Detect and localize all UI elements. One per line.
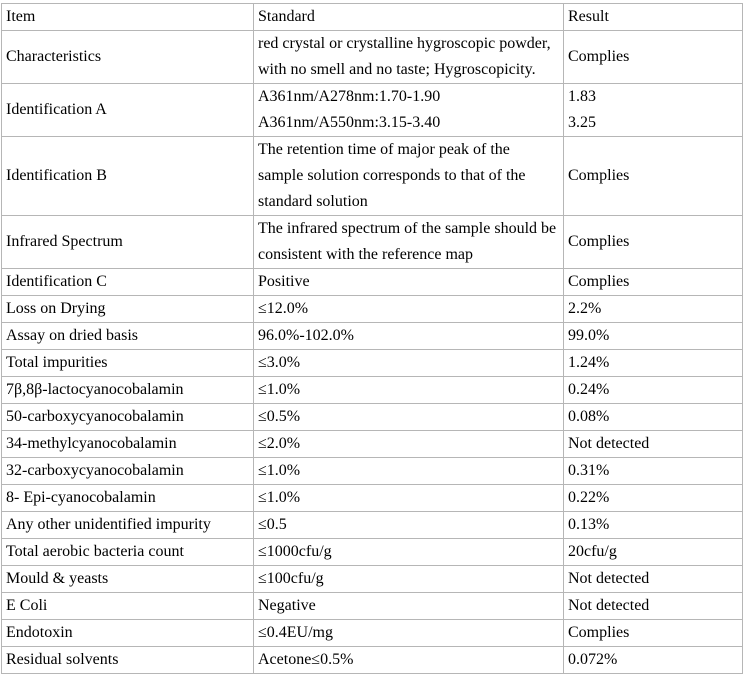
result-cell: Not detected xyxy=(563,430,743,458)
table-row: Mould & yeasts ≤100cfu/g Not detected xyxy=(1,565,743,593)
standard-cell: Positive xyxy=(253,268,564,296)
standard-cell: ≤1000cfu/g xyxy=(253,538,564,566)
table-row: Characteristics red crystal or crystallin… xyxy=(1,30,743,84)
table-row: Total impurities ≤3.0% 1.24% xyxy=(1,349,743,377)
table-header: Item Standard Result xyxy=(1,3,743,31)
table-row: Residual solvents Acetone≤0.5% 0.072% xyxy=(1,646,743,674)
result-cell: Complies xyxy=(563,268,743,296)
item-cell: Infrared Spectrum xyxy=(1,215,254,269)
standard-cell: ≤3.0% xyxy=(253,349,564,377)
result-cell: 0.08% xyxy=(563,403,743,431)
table-row: Identification C Positive Complies xyxy=(1,268,743,296)
item-cell: Loss on Drying xyxy=(1,295,254,323)
item-cell: Total impurities xyxy=(1,349,254,377)
header-row: Item Standard Result xyxy=(1,3,743,31)
standard-cell: ≤0.5 xyxy=(253,511,564,539)
table-row: 50-carboxycyanocobalamin ≤0.5% 0.08% xyxy=(1,403,743,431)
column-header-result: Result xyxy=(563,3,743,31)
standard-cell: ≤2.0% xyxy=(253,430,564,458)
result-cell: 0.13% xyxy=(563,511,743,539)
standard-cell: ≤1.0% xyxy=(253,376,564,404)
standard-cell: ≤1.0% xyxy=(253,457,564,485)
table-row: 34-methylcyanocobalamin ≤2.0% Not detected xyxy=(1,430,743,458)
standard-cell: red crystal or crystalline hygroscopic p… xyxy=(253,30,564,84)
table-row: 8- Epi-cyanocobalamin ≤1.0% 0.22% xyxy=(1,484,743,512)
result-cell: Not detected xyxy=(563,565,743,593)
table-row: Identification A A361nm/A278nm:1.70-1.90 A… xyxy=(1,83,743,137)
table-row: Infrared Spectrum The infrared spectrum o… xyxy=(1,215,743,269)
result-cell: 0.24% xyxy=(563,376,743,404)
standard-cell: ≤0.5% xyxy=(253,403,564,431)
standard-cell: Negative xyxy=(253,592,564,620)
result-cell: Not detected xyxy=(563,592,743,620)
table-row: E Coli Negative Not detected xyxy=(1,592,743,620)
table-row: 32-carboxycyanocobalamin ≤1.0% 0.31% xyxy=(1,457,743,485)
result-cell: Complies xyxy=(563,30,743,84)
table-row: Assay on dried basis 96.0%-102.0% 99.0% xyxy=(1,322,743,350)
standard-cell: Acetone≤0.5% xyxy=(253,646,564,674)
result-cell: 20cfu/g xyxy=(563,538,743,566)
item-cell: Characteristics xyxy=(1,30,254,84)
result-cell: 1.83 3.25 xyxy=(563,83,743,137)
column-header-item: Item xyxy=(1,3,254,31)
result-cell: 0.072% xyxy=(563,646,743,674)
item-cell: Identification C xyxy=(1,268,254,296)
cell-line: 3.25 xyxy=(568,114,596,131)
standard-cell: ≤0.4EU/mg xyxy=(253,619,564,647)
table-row: Loss on Drying ≤12.0% 2.2% xyxy=(1,295,743,323)
result-cell: Complies xyxy=(563,136,743,216)
table-row: 7β,8β-lactocyanocobalamin ≤1.0% 0.24% xyxy=(1,376,743,404)
item-cell: Any other unidentified impurity xyxy=(1,511,254,539)
table-row: Identification B The retention time of ma… xyxy=(1,136,743,216)
result-cell: 0.31% xyxy=(563,457,743,485)
result-cell: 0.22% xyxy=(563,484,743,512)
item-cell: Identification A xyxy=(1,83,254,137)
specification-table: Item Standard Result Characteristics red … xyxy=(1,3,743,674)
standard-cell: ≤100cfu/g xyxy=(253,565,564,593)
table-row: Endotoxin ≤0.4EU/mg Complies xyxy=(1,619,743,647)
table-body: Characteristics red crystal or crystallin… xyxy=(1,30,743,674)
item-cell: Mould & yeasts xyxy=(1,565,254,593)
result-cell: Complies xyxy=(563,619,743,647)
table-row: Any other unidentified impurity ≤0.5 0.13% xyxy=(1,511,743,539)
item-cell: Endotoxin xyxy=(1,619,254,647)
item-cell: Total aerobic bacteria count xyxy=(1,538,254,566)
item-cell: Identification B xyxy=(1,136,254,216)
item-cell: 32-carboxycyanocobalamin xyxy=(1,457,254,485)
cell-line: 1.83 xyxy=(568,88,596,105)
result-cell: 99.0% xyxy=(563,322,743,350)
standard-cell: The retention time of major peak of the … xyxy=(253,136,564,216)
column-header-standard: Standard xyxy=(253,3,564,31)
result-cell: Complies xyxy=(563,215,743,269)
standard-cell: A361nm/A278nm:1.70-1.90 A361nm/A550nm:3.1… xyxy=(253,83,564,137)
item-cell: 50-carboxycyanocobalamin xyxy=(1,403,254,431)
item-cell: E Coli xyxy=(1,592,254,620)
cell-line: A361nm/A550nm:3.15-3.40 xyxy=(258,114,441,131)
item-cell: 7β,8β-lactocyanocobalamin xyxy=(1,376,254,404)
standard-cell: ≤12.0% xyxy=(253,295,564,323)
cell-line: A361nm/A278nm:1.70-1.90 xyxy=(258,88,441,105)
item-cell: Residual solvents xyxy=(1,646,254,674)
item-cell: 34-methylcyanocobalamin xyxy=(1,430,254,458)
table-row: Total aerobic bacteria count ≤1000cfu/g 20… xyxy=(1,538,743,566)
standard-cell: 96.0%-102.0% xyxy=(253,322,564,350)
result-cell: 2.2% xyxy=(563,295,743,323)
result-cell: 1.24% xyxy=(563,349,743,377)
item-cell: Assay on dried basis xyxy=(1,322,254,350)
standard-cell: ≤1.0% xyxy=(253,484,564,512)
item-cell: 8- Epi-cyanocobalamin xyxy=(1,484,254,512)
standard-cell: The infrared spectrum of the sample shou… xyxy=(253,215,564,269)
